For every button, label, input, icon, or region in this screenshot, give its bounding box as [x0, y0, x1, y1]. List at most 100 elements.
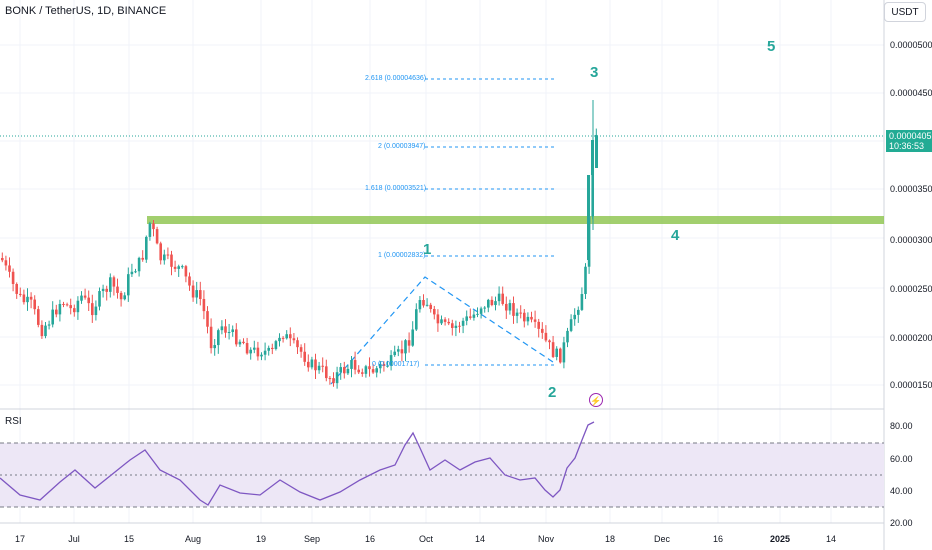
- candle: [159, 243, 162, 261]
- candle: [317, 365, 321, 371]
- fib-extension[interactable]: [330, 78, 557, 385]
- candle: [8, 265, 11, 272]
- candle: [231, 329, 234, 333]
- candle: [98, 291, 101, 307]
- candle: [357, 369, 360, 373]
- chart-grid: [0, 0, 884, 523]
- time-tick: Jul: [68, 534, 80, 544]
- lightning-icon[interactable]: ⚡: [589, 393, 603, 407]
- candle: [587, 175, 590, 260]
- time-tick: 15: [123, 534, 135, 544]
- candle: [83, 295, 87, 298]
- candle: [461, 320, 465, 326]
- candle: [364, 366, 368, 374]
- support-zone[interactable]: [147, 216, 884, 224]
- candle: [425, 304, 429, 306]
- candle: [544, 332, 548, 341]
- candle: [515, 312, 519, 316]
- candle: [11, 271, 15, 284]
- candle: [310, 359, 314, 368]
- candle: [519, 312, 522, 314]
- candle: [487, 299, 490, 308]
- candle: [379, 363, 382, 369]
- candle: [15, 283, 18, 294]
- candle: [101, 288, 105, 292]
- candle: [314, 359, 317, 371]
- candle: [123, 295, 126, 300]
- candle: [548, 340, 551, 343]
- candle: [530, 316, 533, 320]
- candle: [580, 294, 584, 310]
- candle: [454, 325, 458, 328]
- time-tick: Oct: [418, 534, 434, 544]
- candle: [181, 266, 184, 268]
- candle: [415, 309, 418, 330]
- candle: [577, 309, 580, 315]
- candle: [40, 324, 44, 337]
- time-tick: 19: [255, 534, 267, 544]
- currency-button[interactable]: USDT: [884, 2, 926, 22]
- candle: [537, 321, 540, 329]
- candle: [555, 348, 558, 357]
- fib-label: 1.618 (0.00003521): [365, 185, 427, 192]
- candle: [325, 366, 328, 379]
- candle: [220, 326, 224, 331]
- candle: [458, 325, 461, 327]
- rsi-line[interactable]: [0, 421, 595, 506]
- rsi-tick: 20.00: [890, 518, 913, 528]
- candle: [112, 277, 116, 287]
- candle: [353, 360, 357, 370]
- candle: [58, 303, 62, 315]
- time-tick: 2025: [769, 534, 791, 544]
- candle: [508, 303, 512, 311]
- candle: [400, 349, 404, 354]
- candlestick-series[interactable]: [1, 100, 598, 389]
- time-tick: Aug: [184, 534, 202, 544]
- candle: [137, 257, 141, 272]
- candle: [105, 288, 108, 292]
- candle: [62, 303, 65, 305]
- rsi-label[interactable]: RSI: [5, 416, 22, 427]
- candle: [256, 347, 260, 357]
- wave-label-3: 3: [590, 64, 599, 81]
- candle: [562, 342, 566, 363]
- wave-label-4: 4: [671, 227, 680, 244]
- candle: [307, 361, 310, 368]
- candle: [335, 372, 339, 384]
- candle: [145, 236, 148, 260]
- candle: [479, 308, 483, 314]
- candle: [551, 342, 555, 357]
- rsi-tick: 60.00: [890, 454, 913, 464]
- candle: [47, 324, 51, 326]
- candle: [206, 311, 209, 327]
- time-tick: 14: [474, 534, 486, 544]
- rsi-tick: 80.00: [890, 421, 913, 431]
- symbol-title[interactable]: BONK / TetherUS, 1D, BINANCE: [5, 5, 167, 17]
- candle: [469, 316, 472, 318]
- candle: [328, 378, 332, 380]
- last-price-badge: 0.00004059 10:36:53: [886, 130, 932, 152]
- candle: [559, 348, 562, 363]
- candle: [505, 303, 508, 311]
- candle: [148, 223, 152, 237]
- time-tick: 17: [14, 534, 26, 544]
- candle: [127, 274, 130, 296]
- candle: [4, 260, 8, 266]
- candle: [116, 286, 119, 293]
- candle: [22, 294, 26, 303]
- candle: [253, 347, 256, 350]
- candle: [155, 229, 159, 244]
- candle: [389, 355, 393, 366]
- candle: [332, 378, 335, 384]
- candle: [227, 332, 231, 334]
- candle: [130, 271, 134, 275]
- candle: [523, 312, 526, 322]
- candle: [476, 313, 479, 315]
- fib-label: 1 (0.00002832): [378, 252, 426, 259]
- candle: [76, 300, 80, 313]
- candle: [296, 340, 299, 348]
- time-tick: 14: [825, 534, 837, 544]
